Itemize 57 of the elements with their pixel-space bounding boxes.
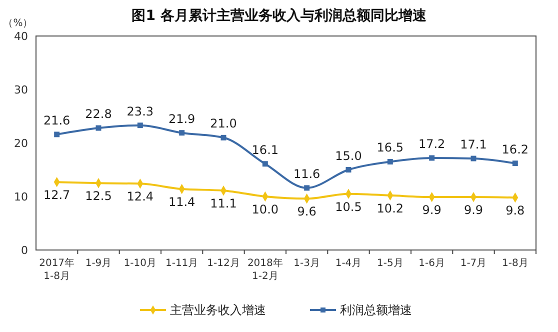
point (512, 160, 518, 166)
y-tick-label: 0 (21, 244, 28, 257)
data-label: 16.2 (502, 142, 529, 156)
x-tick-label: 1-7月 (460, 258, 487, 269)
data-label: 12.5 (85, 189, 112, 204)
data-label: 17.2 (418, 136, 446, 151)
x-tick-label: 1-6月 (418, 258, 446, 269)
y-tick-label: 20 (14, 137, 28, 150)
data-label: 10.5 (335, 200, 362, 214)
data-label: 11.1 (210, 196, 237, 211)
x-tick-label: 2018年 1-2月 (247, 257, 283, 282)
point (220, 134, 226, 140)
data-label: 12.7 (43, 188, 70, 202)
x-tick-label: 1-4月 (335, 258, 362, 269)
data-label: 17.1 (460, 138, 487, 152)
legend-label: 利润总额增速 (340, 303, 412, 317)
data-label: 11.4 (168, 195, 196, 210)
point (304, 185, 310, 191)
y-axis-title: （%） (3, 18, 33, 29)
point (262, 161, 268, 167)
x-tick-label: 1-10月 (124, 258, 157, 269)
data-label: 21.9 (168, 112, 196, 126)
point (387, 158, 393, 164)
data-label: 16.5 (376, 140, 404, 155)
x-tick-label: 1-3月 (294, 258, 320, 269)
data-label: 21.0 (210, 116, 237, 131)
data-label: 23.3 (126, 104, 154, 118)
point (429, 155, 435, 161)
chart-title: 图1 各月累计主营业务收入与利润总额同比增速 (132, 7, 428, 24)
data-label: 22.8 (85, 107, 112, 122)
y-tick-label: 10 (14, 190, 28, 204)
y-tick-label: 40 (14, 30, 28, 43)
legend-label: 主营业务收入增速 (170, 303, 266, 317)
point (54, 132, 60, 138)
data-label: 11.6 (293, 166, 320, 181)
x-tick-label: 1-5月 (376, 258, 404, 269)
data-label: 21.6 (43, 113, 70, 128)
x-tick-label: 1-11月 (165, 258, 198, 269)
x-tick-label: 1-12月 (207, 258, 240, 269)
data-label: 9.6 (297, 204, 316, 219)
y-tick-label: 30 (14, 84, 28, 96)
data-label: 16.1 (252, 142, 279, 157)
point (137, 122, 143, 128)
data-label: 9.8 (506, 204, 525, 218)
x-tick-label: 1-9月 (85, 258, 112, 269)
point (470, 156, 476, 162)
point (96, 125, 102, 131)
data-label: 10.0 (252, 202, 279, 216)
x-tick-label: 1-8月 (502, 258, 528, 269)
data-label: 10.2 (376, 201, 404, 216)
data-label: 15.0 (335, 148, 362, 163)
data-label: 12.4 (126, 190, 154, 204)
point (179, 130, 185, 136)
point (346, 167, 352, 172)
data-label: 9.9 (464, 203, 484, 218)
data-label: 9.9 (422, 203, 442, 218)
x-tick-label: 2017年 1-8月 (39, 257, 75, 282)
